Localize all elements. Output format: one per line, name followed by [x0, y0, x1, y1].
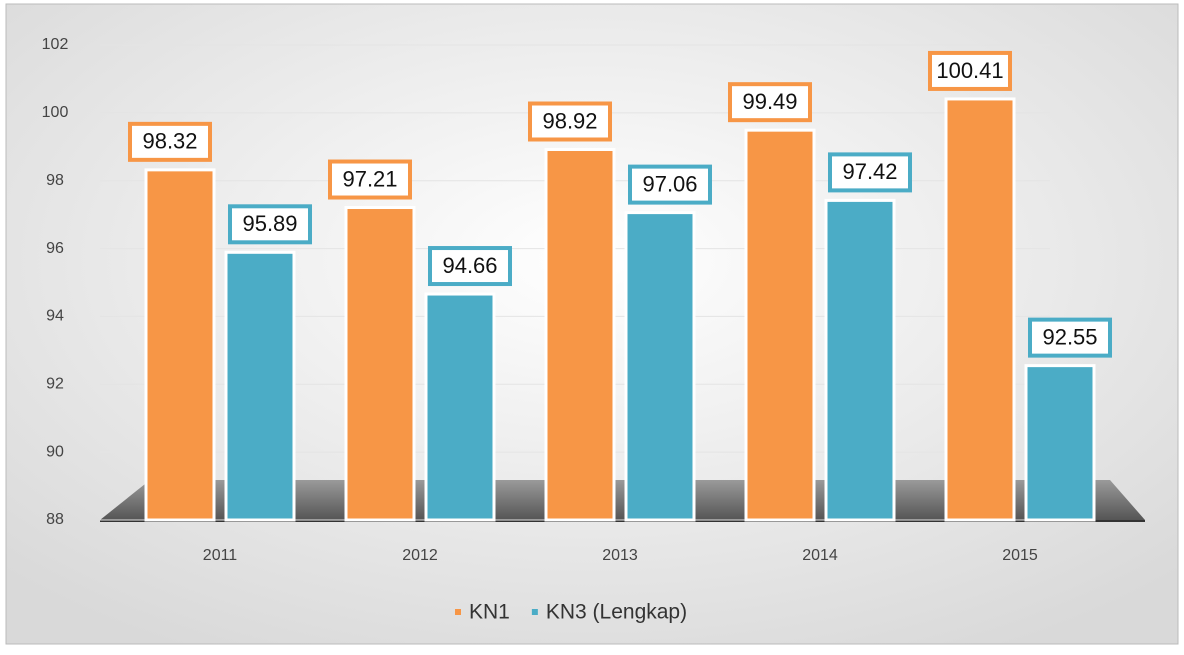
y-tick-label: 98	[46, 172, 64, 189]
bar	[744, 128, 816, 522]
x-tick-label: 2012	[402, 547, 438, 564]
data-label-box	[128, 121, 212, 162]
y-tick-label: 92	[46, 376, 64, 393]
x-tick-label: 2011	[203, 547, 238, 564]
data-label: 94.66	[442, 253, 497, 278]
x-tick-label: 2013	[602, 547, 638, 564]
x-tick-label: 2015	[1002, 547, 1038, 564]
data-label: 95.89	[242, 211, 297, 236]
bar	[824, 198, 896, 522]
y-tick-label: 100	[42, 104, 69, 121]
y-tick-label: 102	[42, 36, 69, 53]
y-tick-label: 96	[46, 240, 64, 257]
bar	[144, 168, 216, 522]
data-label: 98.32	[142, 129, 197, 154]
data-label: 98.92	[542, 108, 597, 133]
y-tick-label: 88	[46, 511, 64, 528]
data-label-box	[728, 82, 812, 123]
bar	[224, 250, 296, 522]
bar	[624, 211, 696, 522]
data-label-box	[828, 152, 912, 193]
bar	[424, 292, 496, 522]
legend-label: KN3 (Lengkap)	[546, 601, 687, 624]
data-label: 97.21	[342, 166, 397, 191]
y-tick-label: 90	[46, 443, 64, 460]
data-label: 97.42	[842, 159, 897, 184]
data-label-box	[328, 159, 412, 200]
bar	[544, 148, 616, 522]
data-label-box	[628, 164, 712, 205]
bar	[344, 206, 416, 522]
data-label-box	[1028, 317, 1112, 358]
y-tick-label: 94	[46, 308, 64, 325]
bar	[944, 97, 1016, 522]
data-label: 100.41	[936, 58, 1003, 83]
data-label-box	[228, 204, 312, 245]
data-label: 99.49	[742, 89, 797, 114]
x-tick-label: 2014	[802, 547, 838, 564]
bar	[1024, 364, 1096, 522]
legend-label: KN1	[469, 601, 510, 624]
data-label: 97.06	[642, 171, 697, 196]
legend-swatch	[455, 609, 461, 615]
data-label: 92.55	[1042, 324, 1097, 349]
data-label-box	[428, 246, 512, 287]
data-label-box	[928, 50, 1012, 91]
legend-swatch	[531, 609, 538, 615]
data-label-box	[528, 101, 612, 142]
